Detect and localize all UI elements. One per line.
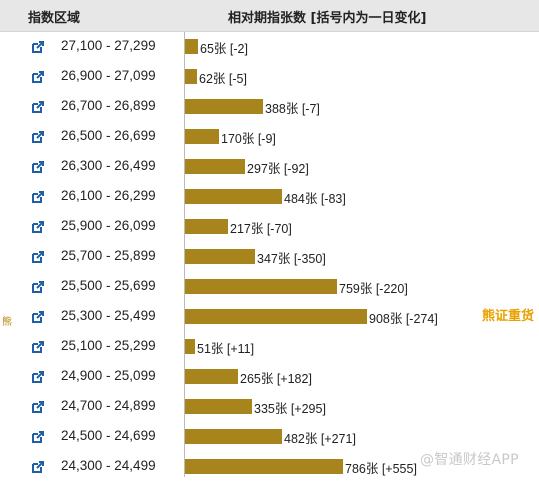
external-link-icon[interactable] (31, 39, 45, 53)
bar-value-label: 51张 [+11] (197, 342, 255, 356)
range-label: 26,700 - 26,899 (61, 98, 156, 113)
range-label: 25,700 - 25,899 (61, 248, 156, 263)
bar (185, 69, 197, 84)
range-label: 26,500 - 26,699 (61, 128, 156, 143)
range-label: 24,700 - 24,899 (61, 398, 156, 413)
chart-row: 26,500 - 26,699 170张 [-9] (0, 121, 539, 151)
bar (185, 459, 343, 474)
range-label: 27,100 - 27,299 (61, 38, 156, 53)
chart-row: 24,500 - 24,699 482张 [+271] (0, 421, 539, 451)
count-column-header: 相对期指张数 [括号内为一日变化] (228, 11, 427, 26)
chart-row: 26,900 - 27,099 62张 [-5] (0, 61, 539, 91)
bar-axis-line (184, 32, 185, 477)
range-label: 26,300 - 26,499 (61, 158, 156, 173)
external-link-icon[interactable] (31, 189, 45, 203)
bar (185, 189, 282, 204)
external-link-icon[interactable] (31, 249, 45, 263)
range-column-header: 指数区域 (28, 11, 81, 26)
chart-row: 25,100 - 25,299 51张 [+11] (0, 331, 539, 361)
bar-value-label: 388张 [-7] (265, 102, 320, 116)
range-label: 24,900 - 25,099 (61, 368, 156, 383)
bar-value-label: 62张 [-5] (199, 72, 247, 86)
bar (185, 159, 245, 174)
bar-value-label: 484张 [-83] (284, 192, 346, 206)
range-label: 24,300 - 24,499 (61, 458, 156, 473)
bar (185, 39, 198, 54)
watermark-text: @智通财经APP (420, 452, 519, 468)
range-label: 25,100 - 25,299 (61, 338, 156, 353)
range-label: 24,500 - 24,699 (61, 428, 156, 443)
bear-brand-label: 熊证重货 (482, 309, 535, 324)
bar (185, 99, 263, 114)
chart-row: 25,300 - 25,499 908张 [-274] (0, 301, 539, 331)
chart-row: 26,700 - 26,899 388张 [-7] (0, 91, 539, 121)
bar-value-label: 170张 [-9] (221, 132, 276, 146)
external-link-icon[interactable] (31, 369, 45, 383)
chart-row: 25,500 - 25,699 759张 [-220] (0, 271, 539, 301)
external-link-icon[interactable] (31, 309, 45, 323)
bar-value-label: 759张 [-220] (339, 282, 408, 296)
chart-row: 25,900 - 26,099 217张 [-70] (0, 211, 539, 241)
chart-row: 26,300 - 26,499 297张 [-92] (0, 151, 539, 181)
chart-row: 24,900 - 25,099 265张 [+182] (0, 361, 539, 391)
chart-row: 27,100 - 27,299 65张 [-2] (0, 31, 539, 61)
table-header: 指数区域 相对期指张数 [括号内为一日变化] (0, 0, 539, 32)
bar (185, 309, 367, 324)
external-link-icon[interactable] (31, 339, 45, 353)
chart-row: 24,300 - 24,499 786张 [+555] (0, 451, 539, 481)
range-label: 25,900 - 26,099 (61, 218, 156, 233)
external-link-icon[interactable] (31, 459, 45, 473)
external-link-icon[interactable] (31, 279, 45, 293)
bar-value-label: 297张 [-92] (247, 162, 309, 176)
bar-value-label: 217张 [-70] (230, 222, 292, 236)
bar (185, 369, 238, 384)
external-link-icon[interactable] (31, 129, 45, 143)
bar (185, 429, 282, 444)
external-link-icon[interactable] (31, 399, 45, 413)
bar-value-label: 347张 [-350] (257, 252, 326, 266)
range-label: 25,300 - 25,499 (61, 308, 156, 323)
bear-side-label: 熊 (2, 317, 12, 328)
external-link-icon[interactable] (31, 99, 45, 113)
bar-value-label: 65张 [-2] (200, 42, 248, 56)
range-label: 26,900 - 27,099 (61, 68, 156, 83)
bar-value-label: 482张 [+271] (284, 432, 356, 446)
chart-row: 26,100 - 26,299 484张 [-83] (0, 181, 539, 211)
bar-value-label: 908张 [-274] (369, 312, 438, 326)
external-link-icon[interactable] (31, 69, 45, 83)
bar (185, 249, 255, 264)
external-link-icon[interactable] (31, 159, 45, 173)
chart-row: 24,700 - 24,899 335张 [+295] (0, 391, 539, 421)
external-link-icon[interactable] (31, 429, 45, 443)
external-link-icon[interactable] (31, 219, 45, 233)
bar (185, 339, 195, 354)
bar (185, 129, 219, 144)
range-label: 26,100 - 26,299 (61, 188, 156, 203)
bar-value-label: 786张 [+555] (345, 462, 417, 476)
bar-value-label: 335张 [+295] (254, 402, 326, 416)
chart-row: 25,700 - 25,899 347张 [-350] (0, 241, 539, 271)
range-label: 25,500 - 25,699 (61, 278, 156, 293)
bar-value-label: 265张 [+182] (240, 372, 312, 386)
bar (185, 399, 252, 414)
bar (185, 219, 228, 234)
bar (185, 279, 337, 294)
